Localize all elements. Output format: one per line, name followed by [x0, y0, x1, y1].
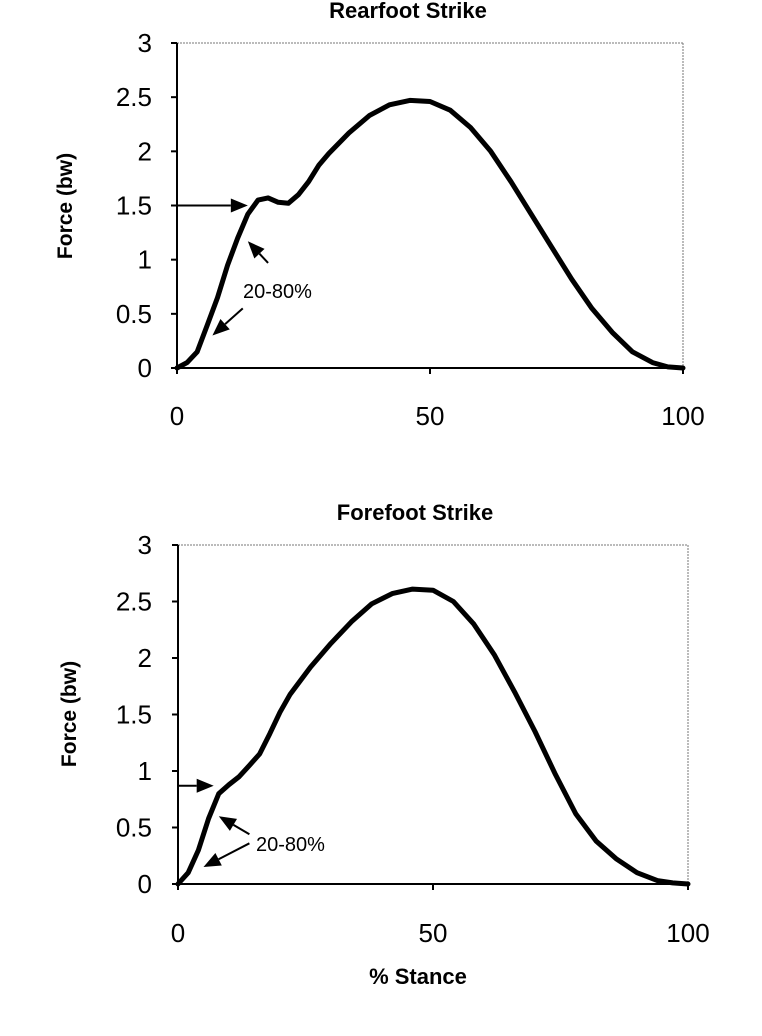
x-tick-label: 50 [416, 401, 445, 431]
annotation-arrow-head [218, 816, 237, 831]
x-tick-label: 50 [419, 918, 448, 948]
chart-title: Forefoot Strike [337, 500, 493, 525]
y-tick-label: 0.5 [116, 299, 152, 329]
y-axis-label: Force (bw) [58, 661, 81, 767]
annotation-20-80: 20-80% [256, 834, 325, 856]
y-tick-label: 1.5 [116, 191, 152, 221]
annotation-20-80: 20-80% [243, 281, 312, 303]
annotation-arrow-head [247, 241, 265, 259]
forefoot-strike-chart: Forefoot Strike Force (bw) 0 0.5 1 1.5 2 2.5 3… [58, 500, 710, 989]
y-tick-label: 2.5 [116, 82, 152, 112]
x-tick-label: 100 [661, 401, 704, 431]
force-curve-rearfoot [174, 97, 686, 371]
x-tick-label: 0 [170, 401, 184, 431]
y-tick-label: 2.5 [116, 587, 152, 617]
annotation-arrow-shaft [258, 252, 269, 264]
y-tick-label: 0 [138, 353, 152, 383]
y-tick-label: 1 [138, 245, 152, 275]
y-tick-label: 1 [138, 756, 152, 786]
annotation-arrow-shaft [224, 307, 244, 325]
x-tick-label: 0 [171, 918, 185, 948]
chart-title: Rearfoot Strike [329, 0, 487, 23]
annotation-arrow-head [212, 318, 230, 336]
annotation-arrow-head [203, 853, 222, 868]
y-tick-label: 1.5 [116, 700, 152, 730]
annotation-arrow-shaft [232, 823, 250, 836]
annotation-arrow-head [230, 198, 248, 213]
y-tick-label: 3 [138, 530, 152, 560]
force-curve-forefoot [175, 586, 691, 887]
x-axis-label: % Stance [369, 964, 467, 989]
y-tick-label: 2 [138, 643, 152, 673]
rearfoot-strike-chart: Rearfoot Strike Force (bw) 0 0.5 1 1.5 2 2.5 3… [54, 0, 705, 431]
x-tick-label: 100 [666, 918, 709, 948]
annotation-arrow-shaft [218, 842, 250, 861]
y-tick-label: 0.5 [116, 813, 152, 843]
y-tick-label: 3 [138, 28, 152, 58]
annotation-arrow-head [196, 778, 214, 793]
y-tick-label: 0 [138, 869, 152, 899]
y-tick-label: 2 [138, 136, 152, 166]
y-axis-label: Force (bw) [54, 153, 77, 259]
